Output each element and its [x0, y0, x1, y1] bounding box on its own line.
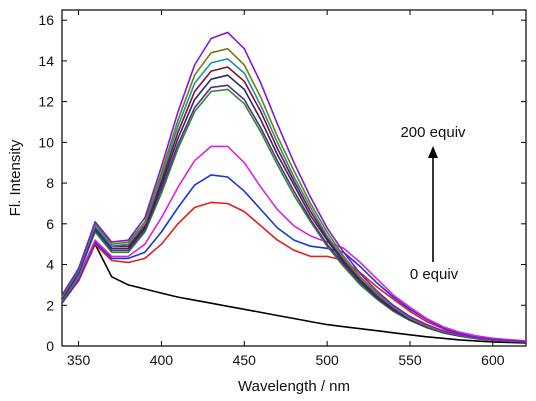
trend-arrow — [428, 146, 438, 262]
x-tick-label: 400 — [150, 352, 174, 368]
y-tick-label: 14 — [38, 53, 54, 69]
y-tick-label: 8 — [46, 175, 54, 191]
annotation-0-equiv: 0 equiv — [410, 266, 459, 283]
y-tick-label: 0 — [46, 338, 54, 354]
arrow-head — [428, 146, 438, 158]
annotation-200-equiv: 200 equiv — [400, 124, 466, 141]
y-tick-label: 6 — [46, 216, 54, 232]
x-tick-label: 350 — [67, 352, 91, 368]
y-tick-label: 2 — [46, 297, 54, 313]
series-line-1 — [61, 201, 527, 343]
y-tick-label: 4 — [46, 257, 54, 273]
y-tick-label: 12 — [38, 94, 54, 110]
series-line-0 — [61, 243, 527, 344]
x-tick-label: 500 — [315, 352, 339, 368]
series-line-2 — [61, 174, 527, 342]
series-layer — [61, 31, 527, 344]
axes-layer: 350 400 450 500 550 600 0 2 4 6 8 10 12 14 16 — [38, 10, 526, 368]
x-tick-label: 450 — [233, 352, 257, 368]
x-axis-title: Wavelength / nm — [238, 378, 350, 395]
y-axis-title: Fl. Intensity — [7, 139, 24, 216]
y-tick-label: 16 — [38, 12, 54, 28]
series-line-3 — [61, 145, 527, 342]
series-line-10 — [61, 31, 527, 343]
x-tick-label: 550 — [398, 352, 422, 368]
x-tick-label: 600 — [481, 352, 505, 368]
y-tick-label: 10 — [38, 134, 54, 150]
